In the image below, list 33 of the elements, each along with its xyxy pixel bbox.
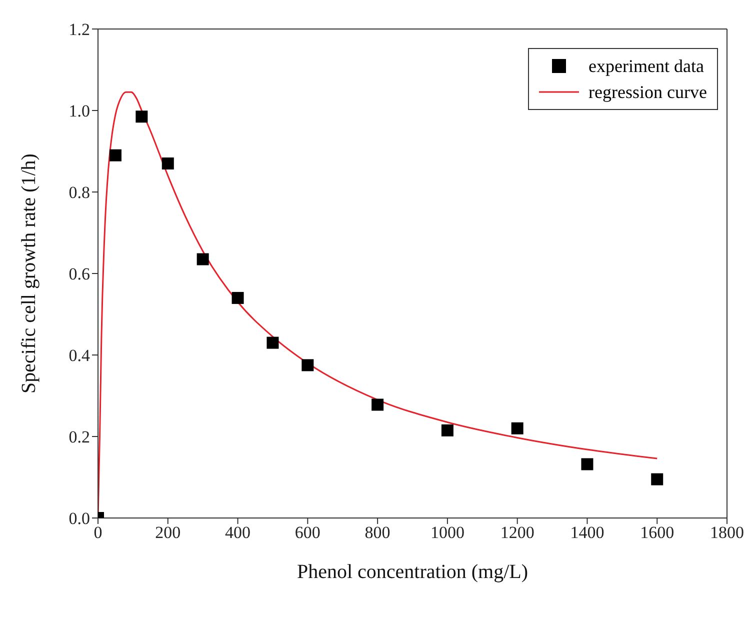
x-tick-label: 1600 [640, 523, 674, 542]
point [109, 149, 122, 162]
point [196, 253, 209, 266]
y-tick-label: 0.2 [68, 428, 90, 447]
x-tick-label: 200 [155, 523, 181, 542]
y-axis-title: Specific cell growth rate (1/h) [18, 154, 40, 394]
x-tick-label: 1000 [430, 523, 464, 542]
point [511, 422, 524, 434]
y-tick-label: 0.4 [68, 346, 90, 366]
y-tick-label: 0.8 [68, 183, 90, 202]
x-axis-title: Phenol concentration (mg/L) [296, 561, 528, 583]
x-tick-label: 1400 [570, 523, 604, 542]
point [651, 473, 664, 486]
point [302, 359, 314, 372]
point [441, 424, 454, 436]
legend-label: experiment data [588, 55, 704, 78]
legend-label: regression curve [588, 81, 707, 104]
point [136, 110, 148, 123]
point [162, 157, 174, 170]
x-tick-label: 1200 [500, 523, 534, 542]
x-tick-label: 1800 [710, 523, 744, 542]
x-tick-label: 600 [294, 523, 320, 542]
x-tick-label: 800 [364, 523, 390, 542]
y-tick-label: 1.2 [68, 20, 90, 40]
y-tick-label: 0.0 [68, 509, 90, 528]
x-tick-label: 0 [94, 523, 102, 542]
point [372, 398, 384, 411]
y-tick-label: 0.6 [68, 264, 90, 284]
point [581, 458, 594, 470]
point [266, 336, 279, 349]
y-tick-label: 1.0 [68, 102, 90, 121]
point [232, 292, 244, 304]
x-tick-label: 400 [225, 523, 251, 542]
